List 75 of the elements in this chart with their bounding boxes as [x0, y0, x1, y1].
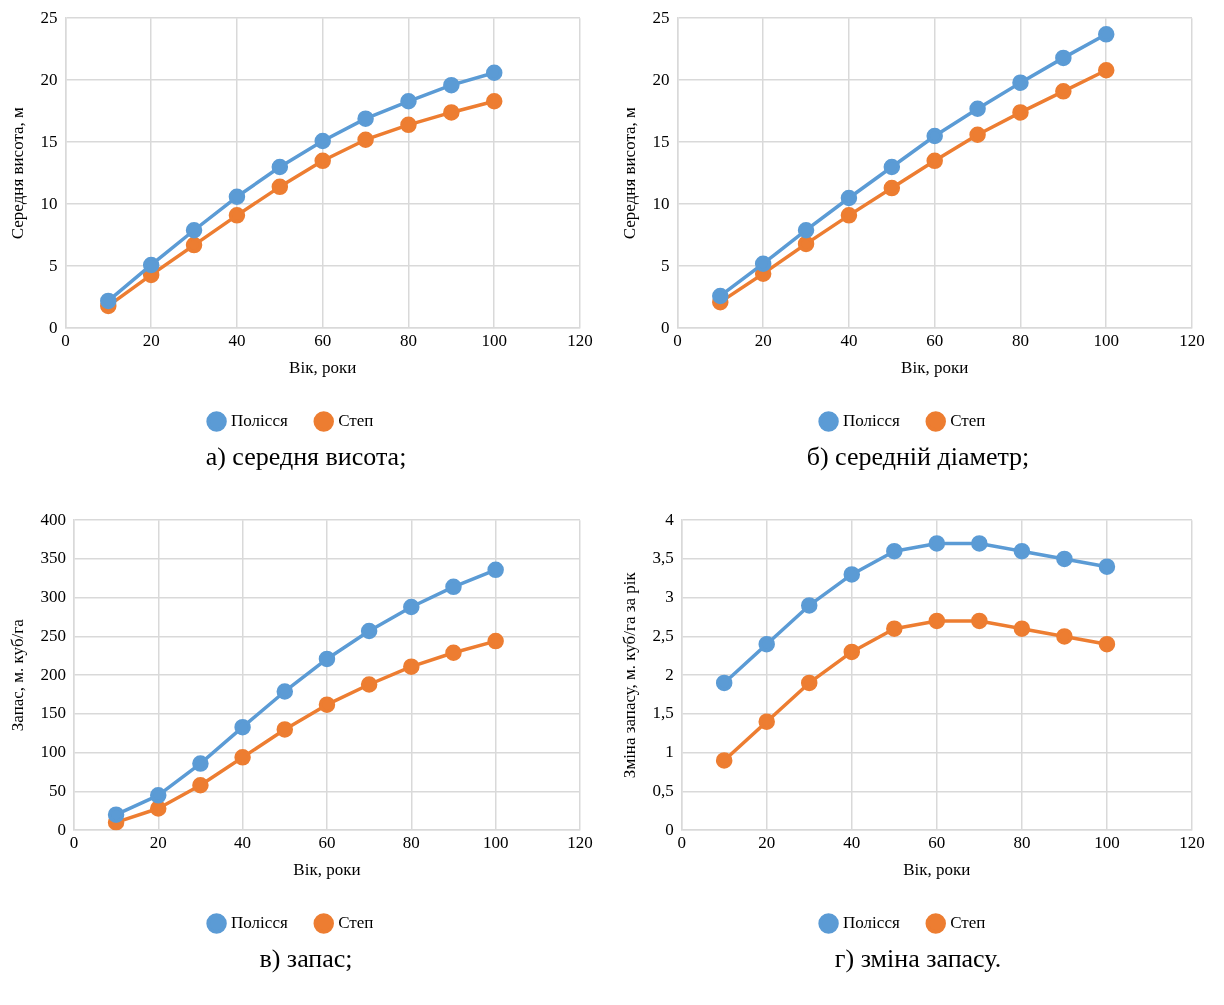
y-tick-label: 20 [40, 69, 58, 89]
x-tick-label: 100 [481, 330, 507, 350]
x-tick-label: 0 [69, 832, 79, 852]
x-tick-label: 80 [1011, 330, 1029, 350]
legend-label: Степ [950, 410, 986, 430]
y-tick-label: 150 [40, 703, 66, 723]
y-tick-label: 0 [48, 317, 58, 337]
text: б) середній діаметр; [805, 442, 1031, 472]
y-axis-title: Запас, м. куб/га [7, 618, 27, 732]
y-tick-label: 100 [40, 742, 66, 762]
y-axis-title: Середня висота, м [7, 106, 27, 240]
y-tick-label: 15 [652, 131, 670, 151]
legend-label: Полісся [231, 912, 288, 932]
y-tick-label: 5 [660, 255, 670, 275]
x-tick-label: 60 [926, 330, 944, 350]
x-tick-label: 120 [567, 832, 593, 852]
y-tick-label: 4 [665, 509, 675, 529]
y-tick-label: 3,5 [652, 548, 674, 568]
legend-label: Полісся [231, 410, 288, 430]
y-tick-label: 250 [40, 625, 66, 645]
y-tick-label: 10 [40, 193, 58, 213]
x-tick-label: 40 [840, 330, 858, 350]
x-axis-title: Вік, роки [289, 358, 357, 378]
legend-label: Полісся [843, 410, 900, 430]
x-tick-label: 20 [758, 832, 776, 852]
y-axis-title: Зміна запасу, м. куб/га за рік [619, 571, 639, 779]
y-axis-title: Середня висота, м [619, 106, 639, 240]
y-tick-label: 20 [652, 69, 670, 89]
x-tick-label: 60 [928, 832, 946, 852]
legend-label: Полісся [843, 912, 900, 932]
y-tick-label: 50 [48, 780, 66, 800]
y-tick-label: 2 [665, 664, 674, 684]
x-tick-label: 60 [318, 832, 336, 852]
x-tick-label: 120 [567, 330, 593, 350]
x-tick-label: 40 [234, 832, 252, 852]
x-tick-label: 80 [402, 832, 420, 852]
y-tick-label: 0 [665, 819, 674, 839]
x-tick-label: 20 [142, 330, 160, 350]
x-tick-label: 60 [314, 330, 332, 350]
x-tick-label: 100 [1093, 330, 1119, 350]
x-tick-label: 40 [228, 330, 246, 350]
y-tick-label: 5 [48, 255, 58, 275]
x-tick-label: 80 [399, 330, 417, 350]
text: г) зміна запасу. [833, 944, 1003, 974]
x-tick-label: 100 [482, 832, 509, 852]
y-tick-label: 2,5 [652, 625, 674, 645]
legend-label: Степ [338, 410, 374, 430]
x-axis-title: Вік, роки [901, 358, 969, 378]
y-tick-label: 0,5 [652, 780, 674, 800]
x-tick-label: 20 [149, 832, 167, 852]
y-tick-label: 200 [40, 664, 66, 684]
y-tick-label: 15 [40, 131, 58, 151]
x-axis-title: Вік, роки [293, 860, 361, 880]
y-tick-label: 10 [652, 193, 670, 213]
x-axis-title: Вік, роки [903, 860, 971, 880]
x-tick-label: 40 [843, 832, 861, 852]
x-tick-label: 20 [754, 330, 772, 350]
text: а) середня висота; [204, 442, 408, 472]
y-tick-label: 25 [40, 7, 58, 27]
y-tick-label: 350 [40, 548, 66, 568]
legend-label: Степ [338, 912, 374, 932]
text: в) запас; [258, 944, 354, 974]
y-tick-label: 0 [660, 317, 670, 337]
x-tick-label: 120 [1179, 330, 1205, 350]
x-tick-label: 100 [1094, 832, 1120, 852]
legend-label: Степ [950, 912, 986, 932]
y-tick-label: 0 [57, 819, 66, 839]
y-tick-label: 3 [665, 587, 674, 607]
y-tick-label: 1 [665, 742, 674, 762]
y-tick-label: 400 [40, 509, 66, 529]
y-tick-label: 300 [40, 587, 66, 607]
y-tick-label: 25 [652, 7, 670, 27]
x-tick-label: 120 [1179, 832, 1205, 852]
x-tick-label: 80 [1013, 832, 1031, 852]
y-tick-label: 1,5 [652, 703, 674, 723]
